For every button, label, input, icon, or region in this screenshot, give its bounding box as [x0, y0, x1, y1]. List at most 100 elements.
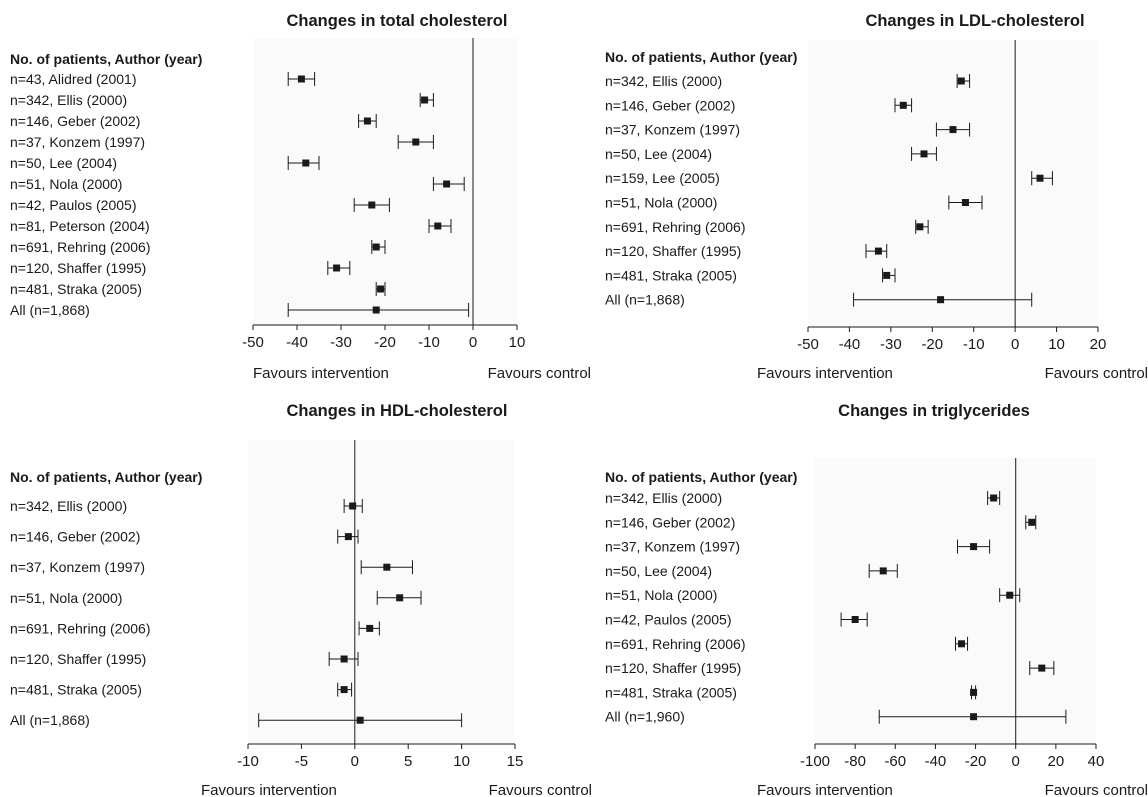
- x-tick-label: 20: [1090, 336, 1107, 353]
- x-tick-label: -10: [237, 753, 259, 770]
- favours-intervention-label: Favours intervention: [253, 365, 389, 382]
- x-tick-label: 20: [1048, 753, 1065, 770]
- study-list-header: No. of patients, Author (year): [10, 469, 202, 485]
- study-label: n=146, Geber (2002): [10, 529, 140, 545]
- x-tick-label: -60: [884, 753, 906, 770]
- point-estimate-marker: [297, 75, 305, 83]
- x-tick-label: -100: [800, 753, 830, 770]
- point-estimate-marker: [421, 96, 429, 104]
- study-label: n=50, Lee (2004): [10, 155, 117, 171]
- study-label: n=146, Geber (2002): [605, 514, 735, 530]
- point-estimate-marker: [340, 686, 348, 694]
- study-label: n=691, Rehring (2006): [605, 636, 746, 652]
- point-estimate-marker: [443, 180, 451, 188]
- point-estimate-marker: [899, 101, 907, 109]
- study-label: n=37, Konzem (1997): [10, 134, 145, 150]
- point-estimate-marker: [957, 77, 965, 85]
- point-estimate-marker: [366, 624, 374, 632]
- point-estimate-marker: [916, 223, 924, 231]
- point-estimate-marker: [372, 243, 380, 251]
- x-tick-label: -80: [844, 753, 866, 770]
- favours-control-label: Favours control: [488, 365, 591, 382]
- favours-control-label: Favours control: [1045, 365, 1148, 382]
- point-estimate-marker: [920, 150, 928, 158]
- panel-title: Changes in total cholesterol: [287, 12, 508, 30]
- plot-area: [248, 440, 515, 744]
- panel-title: Changes in HDL-cholesterol: [287, 402, 508, 420]
- x-tick-label: -5: [295, 753, 308, 770]
- x-tick-label: -20: [374, 334, 396, 351]
- point-estimate-marker: [333, 264, 341, 272]
- study-label: n=481, Straka (2005): [10, 281, 142, 297]
- forest-plot-body: -10 -5 0 5 10 15 n=342, Ellis (2000) n=146, Geb…: [10, 440, 523, 770]
- panel-ldl-cholesterol: Changes in LDL-cholesterol No. of patien…: [605, 12, 1148, 382]
- point-estimate-marker: [937, 296, 945, 304]
- study-label: n=342, Ellis (2000): [605, 490, 722, 506]
- x-tick-label: -10: [963, 336, 985, 353]
- point-estimate-marker: [340, 655, 348, 663]
- study-label: n=81, Peterson (2004): [10, 218, 150, 234]
- plot-area: [808, 40, 1098, 327]
- panel-hdl-cholesterol: Changes in HDL-cholesterol No. of patien…: [10, 402, 592, 797]
- x-tick-label: 10: [1048, 336, 1065, 353]
- study-label: n=146, Geber (2002): [10, 113, 140, 129]
- point-estimate-marker: [851, 616, 859, 623]
- favours-intervention-label: Favours intervention: [757, 782, 893, 797]
- x-tick-label: 0: [1012, 753, 1020, 770]
- study-label: n=120, Shaffer (1995): [10, 260, 146, 276]
- x-tick-label: -20: [965, 753, 987, 770]
- study-label: n=37, Konzem (1997): [605, 122, 740, 138]
- plot-area: [253, 38, 517, 325]
- x-tick-label: 0: [351, 753, 359, 770]
- x-tick-label: 15: [507, 753, 524, 770]
- study-label: n=50, Lee (2004): [605, 146, 712, 162]
- plot-area: [815, 458, 1096, 744]
- study-label: n=342, Ellis (2000): [10, 92, 127, 108]
- point-estimate-marker: [434, 222, 442, 230]
- point-estimate-marker: [970, 713, 978, 721]
- study-label: n=159, Lee (2005): [605, 170, 720, 186]
- x-tick-label: 10: [453, 753, 470, 770]
- study-label: n=37, Konzem (1997): [10, 559, 145, 575]
- study-label: n=42, Paulos (2005): [10, 197, 136, 213]
- point-estimate-marker: [879, 567, 887, 575]
- favours-intervention-label: Favours intervention: [757, 365, 893, 382]
- forest-plot-body: -100 -80 -60 -40 -20 0 20 40 n=342, Ellis (2000)…: [605, 458, 1104, 770]
- point-estimate-marker: [958, 640, 966, 648]
- point-estimate-marker: [349, 502, 357, 510]
- study-label: n=342, Ellis (2000): [605, 73, 722, 89]
- x-tick-label: -40: [286, 334, 308, 351]
- point-estimate-marker: [377, 285, 385, 293]
- study-list-header: No. of patients, Author (year): [605, 469, 797, 485]
- study-label: All (n=1,868): [10, 712, 90, 728]
- study-label: n=42, Paulos (2005): [605, 612, 731, 628]
- point-estimate-marker: [970, 688, 978, 696]
- forest-plot-body: -50 -40 -30 -20 -10 0 10 n=43, Alidred (2001) n=…: [10, 38, 525, 351]
- point-estimate-marker: [1028, 518, 1036, 526]
- favours-control-label: Favours control: [1045, 782, 1148, 797]
- point-estimate-marker: [396, 594, 404, 602]
- point-estimate-marker: [368, 201, 376, 209]
- panel-total-cholesterol: Changes in total cholesterol No. of pati…: [10, 12, 591, 382]
- favours-intervention-label: Favours intervention: [201, 782, 337, 797]
- point-estimate-marker: [412, 138, 420, 146]
- forest-plot-body: -50 -40 -30 -20 -10 0 10 20 n=342, Ellis (2000) n…: [605, 40, 1106, 353]
- point-estimate-marker: [961, 199, 969, 206]
- study-label: n=481, Straka (2005): [605, 267, 737, 283]
- study-label: n=691, Rehring (2006): [605, 219, 746, 235]
- x-tick-label: -40: [925, 753, 947, 770]
- study-label: n=51, Nola (2000): [10, 176, 122, 192]
- x-tick-label: 40: [1088, 753, 1105, 770]
- study-label: n=51, Nola (2000): [605, 587, 717, 603]
- x-tick-label: -50: [242, 334, 264, 351]
- study-label: n=691, Rehring (2006): [10, 239, 151, 255]
- x-tick-label: 10: [509, 334, 526, 351]
- x-tick-label: -10: [418, 334, 440, 351]
- point-estimate-marker: [970, 543, 978, 551]
- point-estimate-marker: [883, 271, 891, 279]
- point-estimate-marker: [344, 533, 352, 541]
- x-tick-label: -40: [839, 336, 861, 353]
- point-estimate-marker: [372, 306, 380, 314]
- point-estimate-marker: [363, 117, 371, 125]
